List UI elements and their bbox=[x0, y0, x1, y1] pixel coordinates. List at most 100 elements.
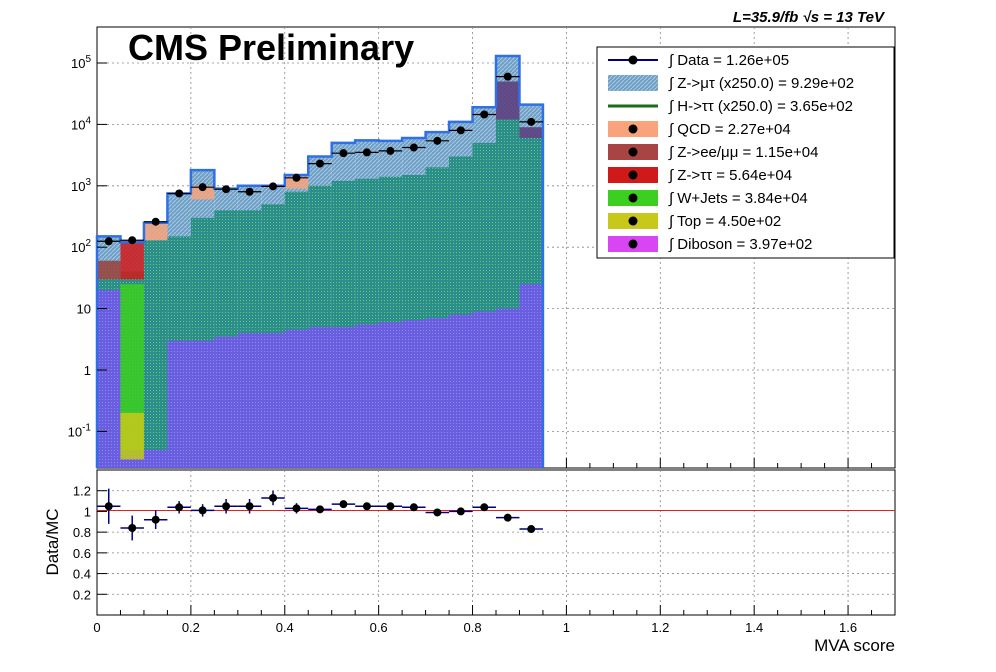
legend-entry: ∫ W+Jets = 3.84e+04 bbox=[608, 190, 808, 207]
x-tick-label: 1.6 bbox=[839, 620, 857, 635]
lumi-label: L=35.9/fb √s = 13 TeV bbox=[733, 9, 886, 26]
hist-bar bbox=[144, 450, 167, 468]
hist-bar bbox=[238, 333, 261, 468]
hist-bar bbox=[285, 330, 308, 468]
data-point bbox=[457, 126, 465, 134]
x-tick-label: 0.8 bbox=[463, 620, 481, 635]
data-point bbox=[480, 110, 488, 118]
ratio-point bbox=[386, 502, 394, 510]
hist-bar bbox=[308, 327, 331, 468]
x-axis-label: MVA score bbox=[814, 636, 895, 655]
ratio-point bbox=[222, 502, 230, 510]
x-tick-label: 0.6 bbox=[370, 620, 388, 635]
hist-bar bbox=[261, 333, 284, 468]
x-tick-label: 0 bbox=[93, 620, 100, 635]
ratio-y-axis-label: Data/MC bbox=[43, 508, 62, 575]
x-tick-label: 1 bbox=[563, 620, 570, 635]
hist-bar bbox=[496, 309, 519, 468]
ratio-point bbox=[128, 524, 136, 532]
hist-bar bbox=[379, 322, 402, 468]
ratio-point bbox=[105, 502, 113, 510]
ratio-point bbox=[269, 494, 277, 502]
data-point bbox=[433, 137, 441, 145]
data-point bbox=[269, 182, 277, 190]
x-tick-label: 1.4 bbox=[745, 620, 763, 635]
data-point bbox=[386, 147, 394, 155]
hist-bar bbox=[355, 325, 378, 468]
hist-component bbox=[496, 81, 519, 119]
ratio-y-tick-label: 1 bbox=[84, 504, 91, 519]
data-point bbox=[527, 118, 535, 126]
data-point bbox=[363, 148, 371, 156]
legend-entry: ∫ Top = 4.50e+02 bbox=[608, 213, 781, 230]
ratio-y-tick-label: 0.8 bbox=[73, 525, 91, 540]
x-tick-label: 0.4 bbox=[276, 620, 294, 635]
legend-entry: ∫ Z->μτ (x250.0) = 9.29e+02 bbox=[608, 75, 854, 92]
data-point bbox=[175, 189, 183, 197]
ratio-point bbox=[339, 500, 347, 508]
legend-label: ∫ H->ττ (x250.0) = 3.65e+02 bbox=[668, 98, 853, 115]
ratio-point bbox=[433, 508, 441, 516]
legend-label: ∫ Top = 4.50e+02 bbox=[668, 213, 781, 230]
data-point bbox=[152, 218, 160, 226]
ratio-point bbox=[410, 503, 418, 511]
ratio-y-tick-label: 1.2 bbox=[73, 484, 91, 499]
data-point bbox=[199, 183, 207, 191]
hist-component bbox=[519, 127, 542, 138]
ratio-point bbox=[293, 504, 301, 512]
ratio-point bbox=[175, 503, 183, 511]
legend-label: ∫ Z->ττ = 5.64e+04 bbox=[668, 167, 792, 184]
hist-bar bbox=[473, 311, 496, 468]
ratio-point bbox=[480, 503, 488, 511]
cms-label: CMS Preliminary bbox=[128, 27, 414, 68]
y-tick-label: 1 bbox=[84, 363, 91, 378]
hist-bar bbox=[449, 315, 472, 468]
legend-label: ∫ Z->ee/μμ = 1.15e+04 bbox=[668, 144, 818, 161]
hist-bar bbox=[519, 284, 542, 468]
legend-label: ∫ W+Jets = 3.84e+04 bbox=[668, 190, 808, 207]
hist-bar bbox=[144, 240, 167, 468]
legend-label: ∫ Diboson = 3.97e+02 bbox=[668, 236, 812, 253]
data-point bbox=[246, 188, 254, 196]
ratio-y-tick-label: 0.6 bbox=[73, 546, 91, 561]
data-point bbox=[128, 236, 136, 244]
x-tick-label: 1.2 bbox=[651, 620, 669, 635]
legend-label: ∫ QCD = 2.27e+04 bbox=[668, 121, 791, 138]
data-point bbox=[504, 73, 512, 81]
legend-entry: ∫ Z->ee/μμ = 1.15e+04 bbox=[608, 144, 818, 161]
legend-entry: ∫ QCD = 2.27e+04 bbox=[608, 121, 791, 138]
hist-component bbox=[120, 413, 143, 459]
hist-component bbox=[120, 240, 143, 279]
hist-bar bbox=[426, 318, 449, 468]
data-point bbox=[339, 149, 347, 157]
data-point bbox=[105, 237, 113, 245]
ratio-point bbox=[316, 505, 324, 513]
data-point bbox=[410, 144, 418, 152]
hist-bar bbox=[402, 320, 425, 468]
y-tick-label: 10 bbox=[77, 302, 91, 317]
ratio-point bbox=[246, 502, 254, 510]
hist-bar bbox=[97, 290, 120, 468]
data-point bbox=[293, 174, 301, 182]
hist-bar bbox=[167, 341, 190, 468]
data-point bbox=[316, 160, 324, 168]
legend-entry: ∫ Diboson = 3.97e+02 bbox=[608, 236, 812, 253]
legend: ∫ Data = 1.26e+05 ∫ Z->μτ (x250.0) = 9.29… bbox=[597, 47, 894, 258]
hist-bar bbox=[191, 341, 214, 468]
ratio-point bbox=[199, 506, 207, 514]
hist-component bbox=[97, 261, 120, 279]
data-point bbox=[222, 185, 230, 193]
ratio-point bbox=[152, 516, 160, 524]
ratio-point bbox=[527, 525, 535, 533]
legend-label: ∫ Data = 1.26e+05 bbox=[668, 52, 789, 69]
hist-bar bbox=[214, 337, 237, 468]
legend-entry: ∫ Z->ττ = 5.64e+04 bbox=[608, 167, 792, 184]
ratio-point bbox=[457, 507, 465, 515]
ratio-y-tick-label: 0.2 bbox=[73, 587, 91, 602]
ratio-point bbox=[504, 514, 512, 522]
x-tick-label: 0.2 bbox=[182, 620, 200, 635]
ratio-point bbox=[363, 502, 371, 510]
legend-label: ∫ Z->μτ (x250.0) = 9.29e+02 bbox=[668, 75, 854, 92]
ratio-y-tick-label: 0.4 bbox=[73, 567, 91, 582]
